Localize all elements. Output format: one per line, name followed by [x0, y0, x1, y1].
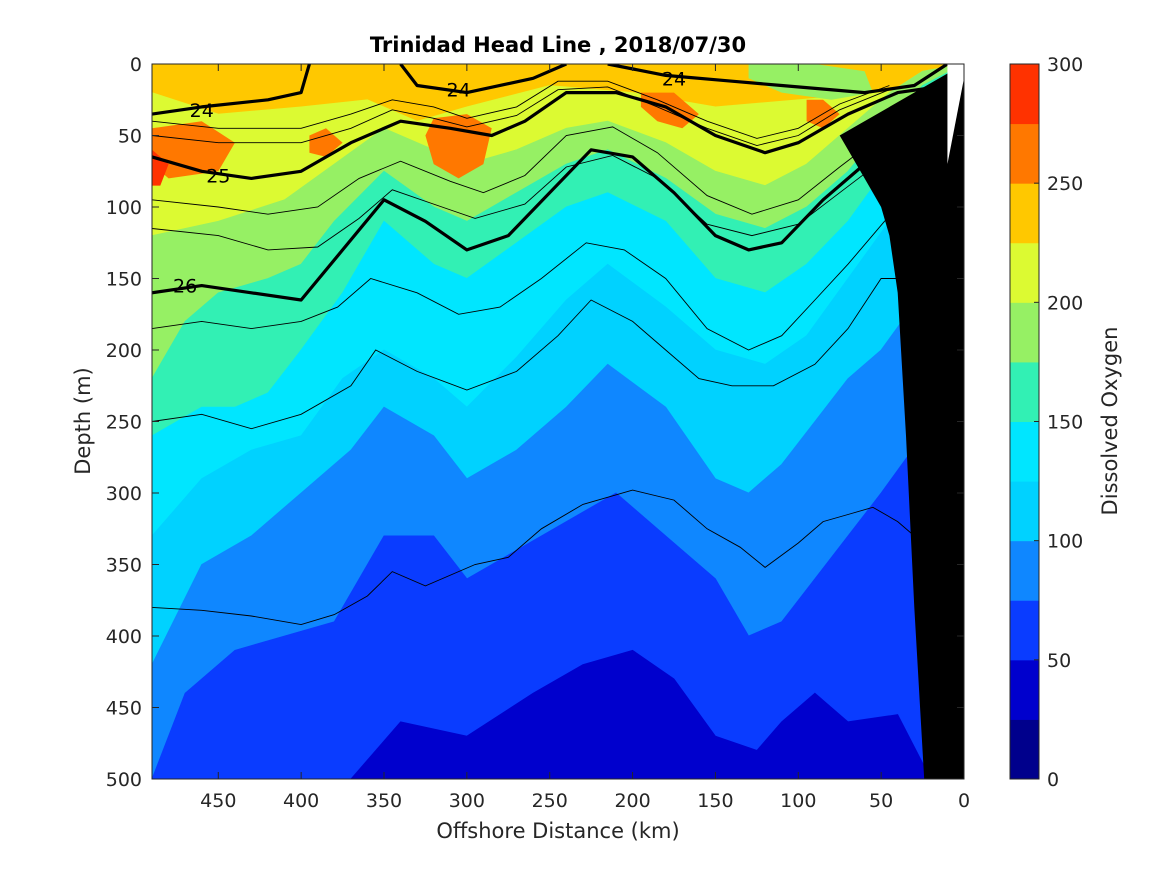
colorbar-tick-label-300: 300: [1047, 54, 1083, 76]
x-tick-label-450: 450: [200, 790, 236, 812]
chart-title: Trinidad Head Line , 2018/07/30: [370, 33, 746, 57]
y-axis-ticks: 0 50 100 150 200 250 300 350 400 450 500: [106, 54, 964, 791]
x-axis-ticks: 450 400 350 300 250 200 150 100 50 0: [200, 64, 970, 812]
seafloor: [839, 64, 964, 779]
x-tick-label-150: 150: [697, 790, 733, 812]
colorbar: [1009, 63, 1040, 780]
colorbar-tick-label-150: 150: [1047, 412, 1083, 434]
seafloor-shape: [839, 64, 964, 779]
isopycnal-line-24-1: [399, 64, 567, 95]
contour-fills: [152, 64, 964, 779]
colorbar-segment-275: [1010, 64, 1039, 125]
thin-contour-6: [152, 489, 915, 626]
colorbar-tick-label-50: 50: [1047, 650, 1071, 672]
thin-contour-1: [152, 86, 890, 146]
colorbar-segment-225: [1010, 183, 1039, 244]
isopycnal-label-25-3: 25: [206, 166, 230, 188]
thin-contour-2: [152, 106, 918, 215]
fill-band-25: [152, 649, 964, 779]
y-tick-label-0: 0: [130, 54, 142, 76]
y-tick-label-150: 150: [106, 269, 142, 291]
colorbar-label: Dissolved Oxygen: [1098, 327, 1122, 516]
colorbar-tick-label-100: 100: [1047, 531, 1083, 553]
isopycnal-label-26-4: 26: [173, 276, 197, 298]
isopycnal-label-24-1: 24: [446, 80, 470, 102]
x-axis-label: Offshore Distance (km): [436, 819, 679, 843]
y-tick-label-250: 250: [106, 412, 142, 434]
isopycnal-line-24-0: [152, 64, 311, 116]
y-tick-label-350: 350: [106, 555, 142, 577]
y-tick-label-500: 500: [106, 769, 142, 791]
colorbar-tick-label-200: 200: [1047, 292, 1083, 314]
x-tick-label-0: 0: [958, 790, 970, 812]
isopycnal-line-26-4: [152, 84, 949, 302]
x-tick-label-350: 350: [366, 790, 402, 812]
x-tick-label-300: 300: [449, 790, 485, 812]
x-tick-label-100: 100: [780, 790, 816, 812]
x-tick-label-50: 50: [869, 790, 893, 812]
fill-patch-2: [309, 128, 343, 157]
land-notch: [947, 64, 964, 165]
y-tick-label-300: 300: [106, 483, 142, 505]
colorbar-segment-200: [1010, 242, 1039, 303]
isopycnal-label-24-2: 24: [662, 68, 686, 90]
x-tick-label-200: 200: [614, 790, 650, 812]
thin-contour-5: [152, 278, 940, 430]
y-axis-label: Depth (m): [71, 367, 95, 474]
isopycnal-line-24-2: [607, 64, 949, 95]
colorbar-segment-250: [1010, 123, 1039, 184]
colorbar-segment-50: [1010, 600, 1039, 661]
y-tick-label-50: 50: [118, 126, 142, 148]
colorbar-ticks: 0 50 100 150 200 250 300: [1034, 54, 1083, 791]
y-tick-label-450: 450: [106, 698, 142, 720]
colorbar-tick-label-0: 0: [1047, 769, 1059, 791]
isopycnal-label-24-0: 24: [190, 100, 214, 122]
thin-contour-0: [152, 80, 890, 139]
colorbar-segment-100: [1010, 481, 1039, 542]
colorbar-segment-25: [1010, 659, 1039, 720]
colorbar-segment-0: [1010, 719, 1039, 780]
fill-patch-3: [425, 114, 492, 179]
colorbar-segment-125: [1010, 421, 1039, 482]
thin-contour-4: [152, 192, 915, 351]
x-tick-label-400: 400: [283, 790, 319, 812]
y-tick-label-100: 100: [106, 197, 142, 219]
colorbar-segment-75: [1010, 540, 1039, 601]
y-tick-label-200: 200: [106, 340, 142, 362]
plot-area: 24 24 24 25 26: [152, 64, 964, 779]
isopycnal-contours: 24 24 24 25 26: [152, 64, 949, 302]
colorbar-segment-150: [1010, 361, 1039, 422]
x-tick-label-250: 250: [532, 790, 568, 812]
colorbar-tick-label-250: 250: [1047, 173, 1083, 195]
y-tick-label-400: 400: [106, 626, 142, 648]
colorbar-segment-175: [1010, 302, 1039, 363]
isopycnal-line-25-3: [152, 83, 948, 180]
